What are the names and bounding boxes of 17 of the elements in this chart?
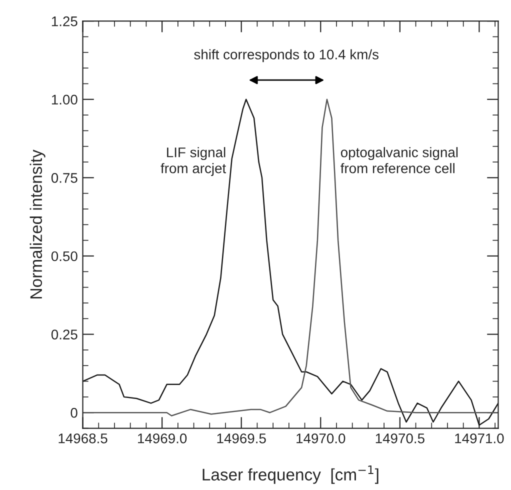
y-tick-label: 1.25 bbox=[52, 16, 78, 26]
x-tick-label: 14970.0 bbox=[296, 433, 346, 444]
x-tick-label: 14969.5 bbox=[217, 433, 266, 444]
annotation: LIF signal from arcjet bbox=[160, 147, 226, 176]
y-axis-title: Normalized intensity bbox=[30, 150, 46, 298]
y-tick-label: 0.50 bbox=[51, 251, 78, 262]
y-tick-label: 0 bbox=[70, 408, 78, 418]
y-tick-label: 0.25 bbox=[51, 330, 78, 340]
x-tick-label: 14970.5 bbox=[376, 433, 424, 444]
x-axis-title: Laser frequency [cm$^{−1}$] bbox=[202, 466, 378, 484]
annotation: shift corresponds to 10.4 km/s bbox=[194, 49, 378, 62]
x-tick-label: 14968.5 bbox=[58, 433, 108, 444]
annotation: optogalvanic signal from reference cell bbox=[340, 147, 458, 174]
x-tick-label: 14969.0 bbox=[138, 433, 187, 444]
x-tick-label: 14971.0 bbox=[455, 433, 504, 444]
y-tick-label: 0.75 bbox=[51, 173, 78, 183]
y-tick-label: 1.00 bbox=[52, 94, 78, 105]
